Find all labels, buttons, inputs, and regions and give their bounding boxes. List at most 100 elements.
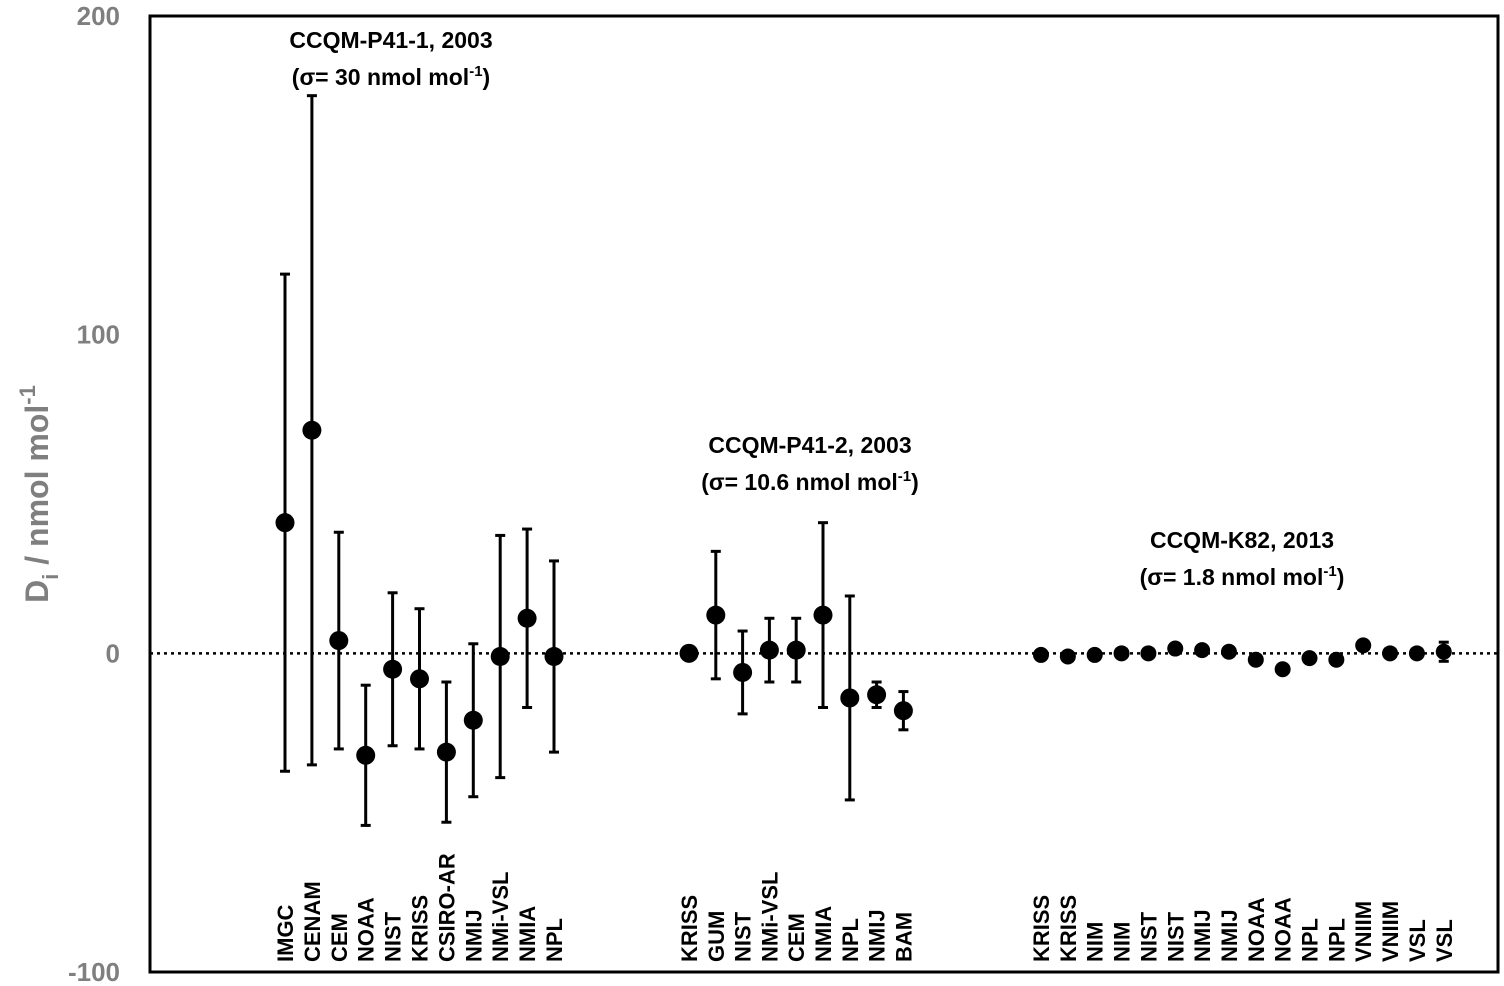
data-point xyxy=(1033,646,1049,663)
group-title: CCQM-P41-1, 2003 xyxy=(289,27,492,53)
category-label: BAM xyxy=(891,912,916,962)
category-label: VSL xyxy=(1405,919,1430,962)
category-label: IMGC xyxy=(273,904,298,962)
data-point xyxy=(1274,661,1291,678)
data-point xyxy=(1301,650,1318,667)
category-label: VNIIM xyxy=(1351,901,1376,962)
data-point xyxy=(1408,645,1425,662)
category-label: CEM xyxy=(327,913,352,962)
category-label: KRISS xyxy=(1029,895,1054,962)
category-label: VNIIM xyxy=(1378,901,1403,962)
group-sigma-close: ) xyxy=(1337,564,1345,590)
group-sigma-text: (σ= 30 nmol mol xyxy=(292,64,469,90)
group-sigma-close: ) xyxy=(483,64,491,90)
category-label: NMIJ xyxy=(1217,909,1242,962)
y-axis-label-unit: / nmol mol xyxy=(19,405,55,574)
y-tick-label: 200 xyxy=(77,1,120,31)
data-point xyxy=(383,659,403,679)
group-title: CCQM-P41-2, 2003 xyxy=(708,432,911,458)
data-point xyxy=(1059,648,1076,665)
data-point xyxy=(275,513,295,533)
category-label: NPL xyxy=(1324,918,1349,962)
data-point xyxy=(1086,646,1103,663)
category-labels: IMGC CENAM CEM NOAA NIST KRISS CSIRO-AR NMIJ NMi… xyxy=(273,853,1457,962)
group-sigma-close: ) xyxy=(911,469,919,495)
data-point xyxy=(1435,643,1452,660)
category-label: NOAA xyxy=(1271,897,1296,962)
svg-text:Di / nmol mol-1: Di / nmol mol-1 xyxy=(15,385,63,603)
data-point xyxy=(302,420,322,440)
y-axis-label-sup: -1 xyxy=(15,385,40,405)
y-axis-label-main: D xyxy=(19,580,55,603)
data-point xyxy=(463,710,483,730)
category-label: NIM xyxy=(1110,922,1135,962)
data-point xyxy=(1113,645,1130,662)
category-label: VSL xyxy=(1432,919,1457,962)
data-point xyxy=(1247,651,1264,668)
data-point xyxy=(356,745,376,765)
data-points xyxy=(275,420,1452,765)
category-label: KRISS xyxy=(677,895,702,962)
data-point xyxy=(679,643,699,663)
category-label: GUM xyxy=(704,911,729,962)
data-point xyxy=(893,701,913,721)
category-label: NMIJ xyxy=(461,909,486,962)
category-label: NPL xyxy=(1298,918,1323,962)
data-point xyxy=(867,685,887,705)
data-point xyxy=(1140,645,1157,662)
category-label: NMIJ xyxy=(865,909,890,962)
data-point xyxy=(786,640,806,660)
data-point xyxy=(1355,637,1372,654)
data-point xyxy=(517,608,537,628)
error-bars xyxy=(280,94,1449,827)
group-sigma: (σ= 10.6 nmol mol-1) xyxy=(701,468,919,495)
category-label: NMIA xyxy=(811,906,836,962)
category-label: KRISS xyxy=(1056,895,1081,962)
group-annotations: CCQM-P41-1, 2003(σ= 30 nmol mol-1)CCQM-P… xyxy=(289,27,1344,590)
data-point xyxy=(436,742,456,762)
category-label: NPL xyxy=(542,918,567,962)
group-sigma-sup: -1 xyxy=(898,468,911,485)
category-label: CENAM xyxy=(300,881,325,962)
category-label: NIST xyxy=(1163,911,1188,962)
group-sigma-sup: -1 xyxy=(1323,563,1336,580)
category-label: NMi-VSL xyxy=(488,872,513,962)
data-point xyxy=(1194,642,1211,659)
data-point xyxy=(329,631,349,651)
category-label: NIST xyxy=(1136,911,1161,962)
data-point xyxy=(1220,643,1237,660)
category-label: NOAA xyxy=(1244,897,1269,962)
data-point xyxy=(706,605,726,625)
y-axis-label: Di / nmol mol-1 xyxy=(15,385,63,603)
data-point xyxy=(733,662,753,682)
category-label: NMi-VSL xyxy=(757,872,782,962)
category-label: NPL xyxy=(838,918,863,962)
data-point xyxy=(759,640,779,660)
data-point xyxy=(813,605,833,625)
group-sigma-sup: -1 xyxy=(469,63,482,80)
group-title: CCQM-K82, 2013 xyxy=(1150,527,1334,553)
category-label: NIM xyxy=(1083,922,1108,962)
y-ticks: -100 0 100 200 xyxy=(68,1,120,986)
data-point xyxy=(410,669,429,689)
category-label: NIST xyxy=(731,911,756,962)
y-tick-label: 0 xyxy=(106,638,120,668)
group-sigma-text: (σ= 1.8 nmol mol xyxy=(1140,564,1324,590)
data-point xyxy=(544,647,564,667)
plot-frame xyxy=(148,14,1500,974)
data-point xyxy=(490,647,510,667)
y-tick-label: 100 xyxy=(77,320,120,350)
data-point xyxy=(1167,640,1184,657)
category-label: CEM xyxy=(784,913,809,962)
category-label: NOAA xyxy=(354,897,379,962)
y-axis-label-sub: i xyxy=(38,574,63,580)
group-sigma: (σ= 1.8 nmol mol-1) xyxy=(1140,563,1345,590)
group-sigma: (σ= 30 nmol mol-1) xyxy=(292,63,490,90)
category-label: KRISS xyxy=(408,895,433,962)
group-sigma-text: (σ= 10.6 nmol mol xyxy=(701,469,898,495)
y-tick-label: -100 xyxy=(68,957,120,986)
category-label: NMIA xyxy=(515,906,540,962)
data-point xyxy=(840,688,860,708)
category-label: NMIJ xyxy=(1190,909,1215,962)
